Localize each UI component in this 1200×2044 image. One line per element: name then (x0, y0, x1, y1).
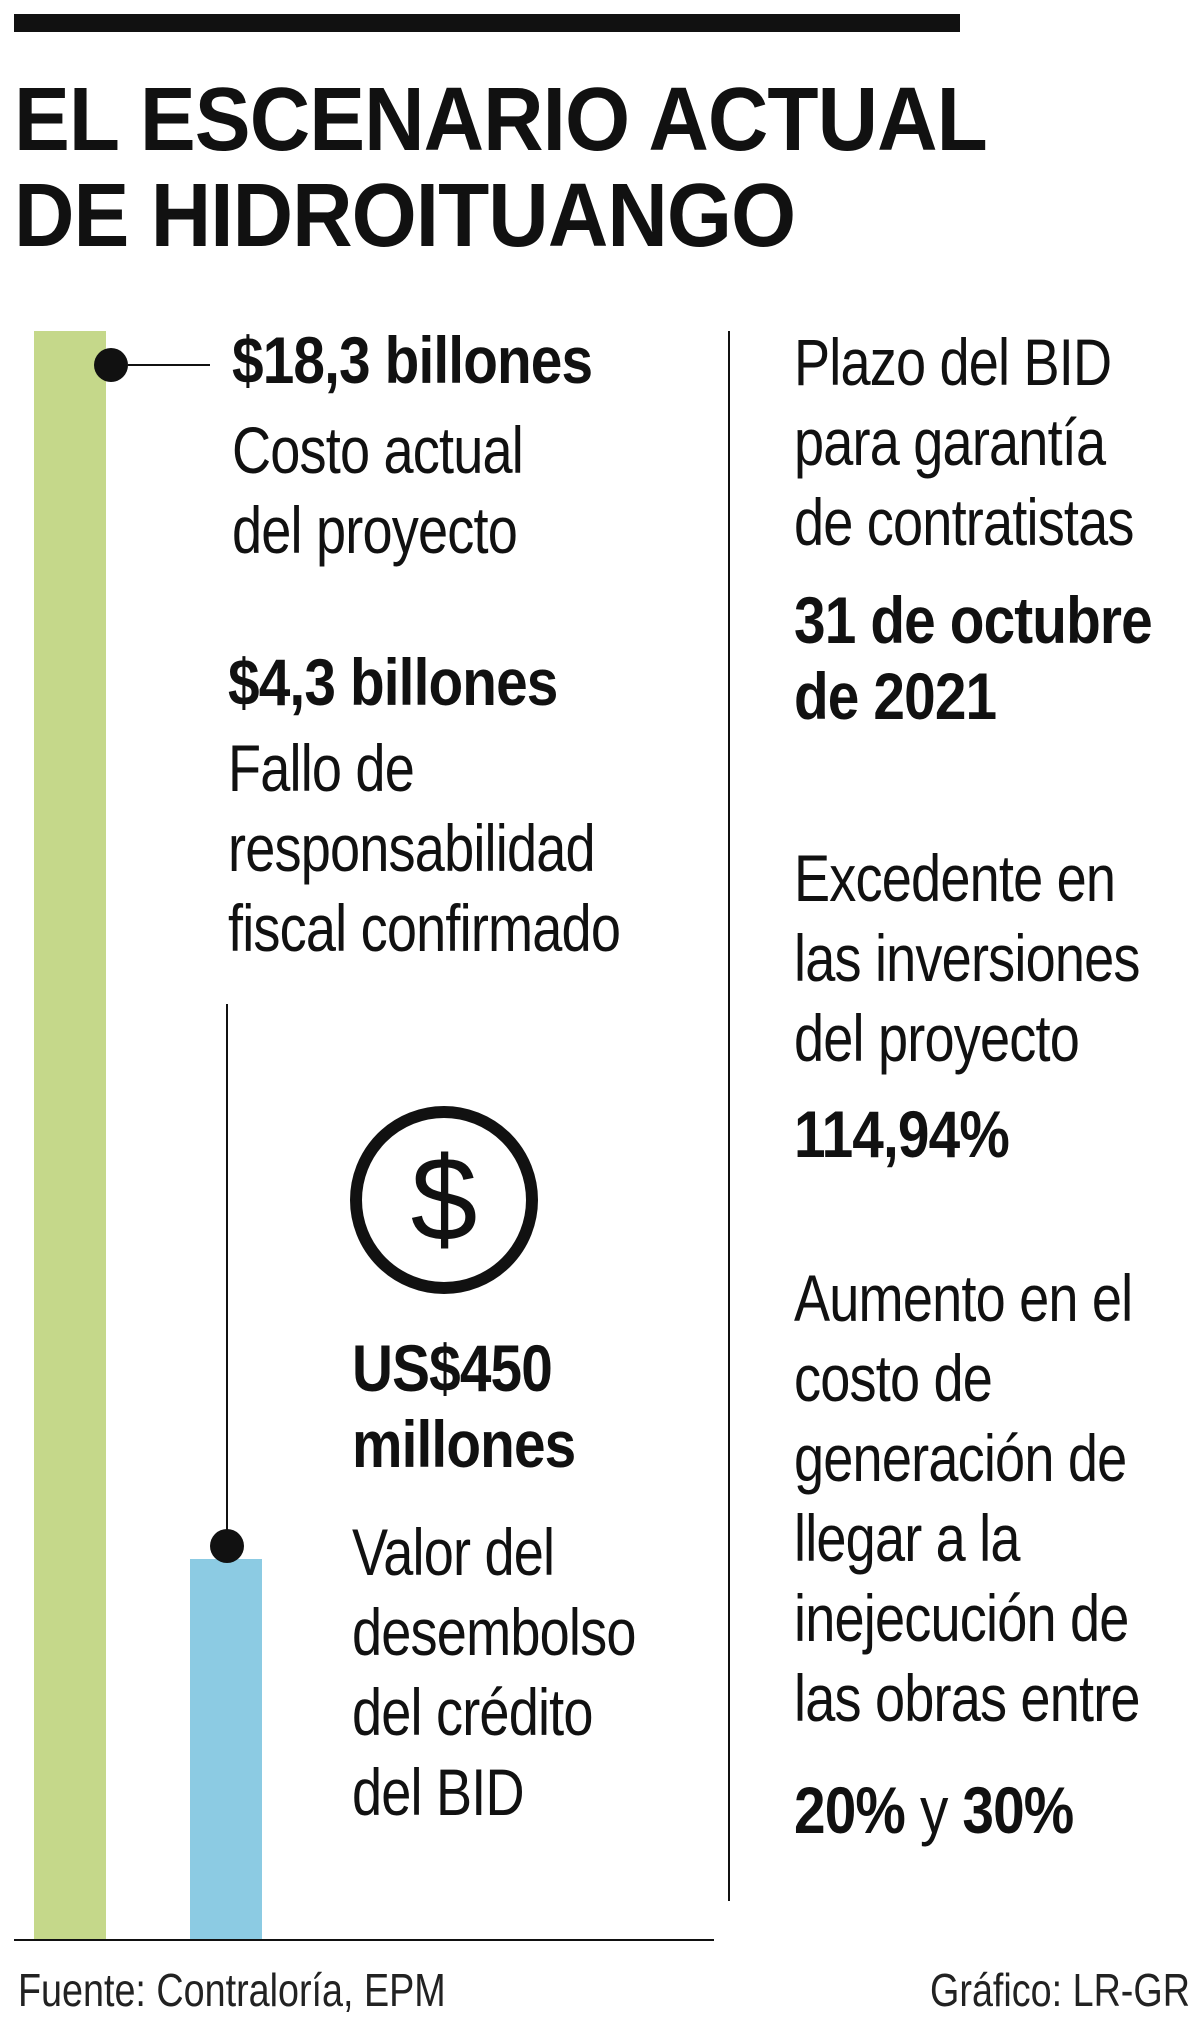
marker-dot-costo (94, 348, 128, 382)
aumento-value-a: 20% (794, 1773, 906, 1847)
credito-desc-line-4: del BID (352, 1755, 525, 1829)
leader-line-costo (128, 364, 210, 366)
plazo-value: 31 de octubre de 2021 (794, 582, 1153, 734)
aumento-value: 20% y 30% (794, 1772, 1074, 1848)
fallo-desc-line-3: fiscal confirmado (228, 891, 621, 965)
excedente-desc-line-3: del proyecto (794, 1001, 1080, 1075)
plazo-desc-line-2: para garantía (794, 405, 1106, 479)
fallo-desc-line-2: responsabilidad (228, 811, 596, 885)
cost-desc-line-2: del proyecto (232, 493, 518, 567)
bar-credito-bid (190, 1559, 262, 1939)
credito-description: Valor del desembolso del crédito del BID (352, 1512, 636, 1832)
aumento-desc-line-6: las obras entre (794, 1661, 1141, 1735)
excedente-desc-line-2: las inversiones (794, 921, 1140, 995)
credito-desc-line-2: desembolso (352, 1595, 636, 1669)
marker-dot-credito (210, 1529, 244, 1563)
aumento-desc-line-1: Aumento en el (794, 1261, 1133, 1335)
leader-line-credito (226, 1004, 228, 1544)
title-line-1: EL ESCENARIO ACTUAL (14, 70, 988, 170)
aumento-desc-line-2: costo de (794, 1341, 993, 1415)
aumento-desc-line-5: inejecución de (794, 1581, 1129, 1655)
cost-value: $18,3 billones (232, 323, 593, 397)
excedente-value: 114,94% (794, 1097, 1010, 1171)
plazo-value-line-1: 31 de octubre (794, 583, 1153, 657)
fallo-desc-line-1: Fallo de (228, 731, 415, 805)
excedente-description: Excedente en las inversiones del proyect… (794, 838, 1140, 1078)
aumento-desc-line-4: llegar a la (794, 1501, 1020, 1575)
cost-desc-line-1: Costo actual (232, 413, 524, 487)
aumento-desc-line-3: generación de (794, 1421, 1127, 1495)
plazo-value-line-2: de 2021 (794, 659, 997, 733)
column-divider (728, 331, 730, 1901)
title-line-2: DE HIDROITUANGO (14, 166, 796, 266)
source-note: Fuente: Contraloría, EPM (18, 1964, 446, 2016)
graphic-credit: Gráfico: LR-GR (930, 1964, 1190, 2016)
plazo-desc-line-1: Plazo del BID (794, 325, 1112, 399)
bar-costo-actual (34, 331, 106, 1939)
aumento-description: Aumento en el costo de generación de lle… (794, 1258, 1141, 1738)
credito-value-line-1: US$450 (352, 1331, 553, 1405)
fallo-description: Fallo de responsabilidad fiscal confirma… (228, 728, 621, 968)
fallo-value: $4,3 billones (228, 645, 558, 719)
page-title: EL ESCENARIO ACTUAL DE HIDROITUANGO (14, 72, 1037, 264)
credito-desc-line-1: Valor del (352, 1515, 555, 1589)
excedente-desc-line-1: Excedente en (794, 841, 1116, 915)
plazo-description: Plazo del BID para garantía de contratis… (794, 322, 1134, 562)
top-rule (14, 14, 960, 32)
dollar-circle-icon: $ (350, 1106, 538, 1294)
credito-value: US$450 millones (352, 1330, 576, 1482)
chart-baseline (14, 1939, 714, 1941)
svg-text:$: $ (411, 1132, 478, 1266)
aumento-value-b: 30% (962, 1773, 1074, 1847)
credito-desc-line-3: del crédito (352, 1675, 594, 1749)
plazo-desc-line-3: de contratistas (794, 485, 1134, 559)
credito-value-line-2: millones (352, 1407, 576, 1481)
aumento-connector: y (919, 1773, 963, 1847)
cost-description: Costo actual del proyecto (232, 410, 524, 570)
